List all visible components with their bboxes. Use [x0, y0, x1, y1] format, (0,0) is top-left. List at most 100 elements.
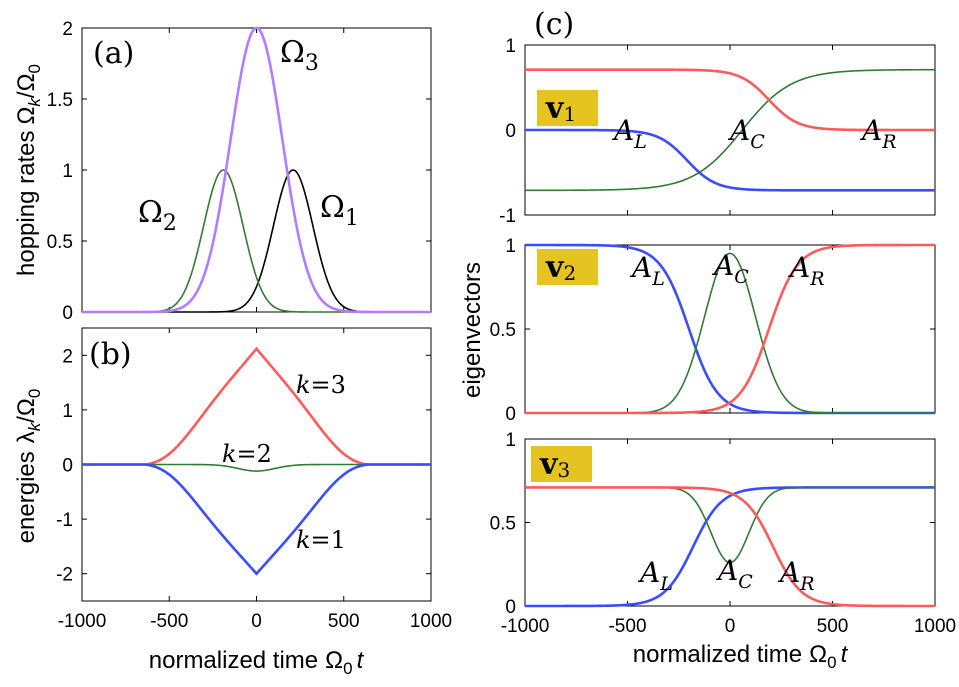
badge-v2: v2 [537, 249, 598, 285]
label-k2: k=2 [222, 440, 272, 468]
badge-v3: v3 [531, 446, 592, 482]
panel-b-xlabel-tail: t [357, 647, 365, 674]
c3-label-AL: AL [637, 556, 673, 595]
label-omega-2: Ω2 [138, 195, 177, 236]
c1-AL-sub: L [633, 131, 647, 153]
panel-b-ylabel-sub: k [25, 421, 44, 431]
label-omega-3: Ω3 [280, 35, 319, 76]
ytick-label: 1 [505, 36, 516, 57]
badge-v1: v1 [537, 90, 598, 126]
ytick-label: 0 [62, 303, 73, 324]
k2-post: =2 [237, 440, 272, 468]
badge-v3-sub: 3 [557, 458, 570, 482]
ytick-label: 1 [62, 161, 73, 182]
c1-AR-main: A [859, 114, 882, 147]
panel-c3-ticks: 0 0.5 1 -1000 -500 0 500 1000 [490, 430, 957, 637]
k1-pre: k [296, 526, 311, 554]
panel-a-ylabel-sub2: 0 [25, 64, 44, 73]
panel-b-ylabel-math: λ [13, 431, 40, 443]
panel-b-ylabel-text: energies [13, 451, 40, 543]
label-k3: k=3 [296, 371, 346, 399]
xtick-label: 1000 [410, 611, 452, 632]
c1-AL-main: A [611, 114, 634, 147]
panel-a-lines [82, 26, 431, 314]
c1-AC-sub: C [750, 131, 765, 153]
panel-a-frame [81, 27, 432, 313]
ytick-label: 1 [505, 430, 516, 451]
ytick-label: 2 [62, 346, 73, 367]
c2-AC-main: A [711, 249, 734, 282]
ytick-label: 0.5 [490, 514, 516, 535]
c1-AC-main: A [727, 114, 750, 147]
ytick-label: -2 [56, 565, 73, 586]
badge-v1-sub: 1 [563, 102, 576, 126]
panel-a: 00.511.52 (a) Ω3 Ω2 Ω1 hopping ratesΩk/Ω… [13, 19, 432, 324]
series-line-AR [525, 243, 935, 415]
c3-AC-main: A [715, 554, 738, 587]
panel-c-xlabel: normalized time Ω0 t [633, 641, 849, 672]
c2-label-AC: AC [711, 249, 749, 288]
k3-pre: k [296, 371, 311, 399]
badge-v1-bg [537, 90, 598, 126]
c2-AR-sub: R [809, 268, 824, 290]
c3-AL-main: A [637, 556, 660, 589]
series-line-AC [525, 68, 935, 192]
panel-b-xlabel: normalized time Ω0 t [149, 647, 365, 678]
badge-v3-text: v3 [539, 447, 570, 482]
panel-b-xlabel-text: normalized time [149, 647, 318, 674]
c3-label-AR: AR [777, 556, 815, 595]
xtick-label: 500 [817, 616, 849, 637]
series-line-k1 [82, 463, 431, 576]
xtick-label: -500 [150, 611, 188, 632]
xtick-label: -1000 [501, 616, 550, 637]
c3-label-AC: AC [715, 554, 753, 593]
omega-1-sub: 1 [345, 206, 359, 231]
panel-b-ylabel-tail: /Ω [13, 398, 40, 423]
ytick-label: 1.5 [47, 90, 73, 111]
xtick-label: 0 [251, 611, 262, 632]
xtick-label: 0 [725, 616, 736, 637]
panel-b-ticks: -2 -1 0 1 2 -1000 -500 0 500 1000 [56, 328, 452, 632]
series-line-2 [82, 169, 431, 313]
series-line-AL [525, 486, 935, 608]
series-line-AR [525, 68, 935, 132]
ytick-label: 2 [62, 19, 73, 40]
panel-c-ylabel: eigenvectors [459, 262, 486, 398]
label-k1: k=1 [296, 526, 346, 554]
series-line-AL [525, 128, 935, 192]
omega-3-sub: 3 [305, 51, 319, 76]
panel-c2-lines [525, 243, 935, 415]
omega-1-main: Ω [320, 190, 345, 225]
badge-v1-main: v [545, 91, 565, 126]
panel-b-xlabel-math: Ω [325, 647, 343, 674]
badge-v3-main: v [539, 447, 559, 482]
panel-c3-lines [525, 486, 935, 608]
omega-2-main: Ω [138, 195, 163, 230]
ytick-label: 1 [505, 236, 516, 257]
series-line-1 [82, 169, 431, 313]
panel-c-xlabel-text: normalized time [633, 641, 802, 668]
ytick-label: 0.5 [490, 320, 516, 341]
panel-b-xlabel-sub: 0 [343, 659, 352, 678]
c3-AC-sub: C [738, 571, 753, 593]
xtick-label: -1000 [58, 611, 107, 632]
panel-label-b: (b) [89, 337, 132, 372]
panel-label-a: (a) [93, 36, 134, 71]
k3-post: =3 [311, 371, 346, 399]
c1-label-AR: AR [859, 114, 897, 153]
c1-label-AC: AC [727, 114, 765, 153]
series-line-3 [82, 26, 431, 314]
panel-a-ylabel: hopping rates Ωk/Ω0 [13, 64, 44, 276]
panel-c1-lines [525, 68, 935, 192]
panel-c-xlabel-tail: t [841, 641, 849, 668]
omega-3-main: Ω [280, 35, 305, 70]
panel-c1-ticks: -1 0 1 [499, 36, 936, 227]
panel-a-ylabel-tail: /Ω [13, 73, 40, 98]
c2-AC-sub: C [734, 266, 749, 288]
panel-a-ticks: 0 0.5 1 1.5 2 [47, 19, 432, 324]
panel-label-c: (c) [534, 7, 574, 42]
k2-pre: k [222, 440, 237, 468]
series-line-AR [525, 486, 935, 608]
badge-v2-sub: 2 [563, 261, 576, 285]
